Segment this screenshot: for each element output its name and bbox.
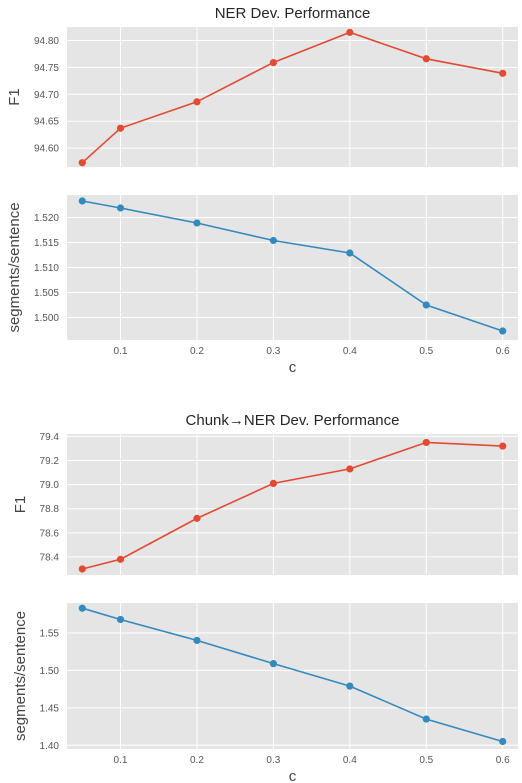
chart4-y-tick-label: 1.45 — [40, 703, 60, 714]
chart2-x-tick-label: 0.2 — [190, 346, 204, 357]
chart4-data-point — [193, 636, 201, 645]
chart4-data-point — [269, 660, 277, 668]
chart2-y-tick-label: 1.510 — [34, 263, 59, 274]
chart2-x-tick-label: 0.5 — [419, 346, 433, 357]
chart1-data-point — [422, 55, 430, 63]
chart2-data-point — [78, 197, 86, 205]
chart1-y-tick-label: 94.75 — [34, 63, 59, 74]
chart4-data-point — [116, 615, 125, 624]
chart3-y-tick-label: 78.6 — [40, 528, 60, 539]
chart1-data-point — [499, 69, 507, 77]
chart1-y-axis-label: F1 — [6, 88, 23, 106]
chart2-data-point — [499, 327, 507, 335]
chart4-data-point — [422, 715, 430, 723]
chart4-x-tick-label: 0.4 — [343, 755, 357, 766]
chart3-data-point — [269, 479, 277, 488]
chart2-x-tick-label: 0.3 — [266, 346, 280, 357]
chart1-data-point — [346, 28, 354, 36]
chart4-y-tick-label: 1.50 — [40, 666, 60, 677]
chart2-x-tick-label: 0.1 — [114, 346, 128, 357]
chart3-data-point — [499, 442, 507, 450]
chart1-y-tick-label: 94.60 — [34, 144, 59, 155]
chart2-x-tick-label: 0.6 — [496, 346, 510, 357]
chart3-y-tick-label: 79.0 — [40, 480, 60, 491]
chart3-y-tick-label: 79.2 — [40, 456, 60, 467]
chart1-data-point — [78, 159, 86, 167]
chart3-y-tick-label: 79.4 — [40, 432, 60, 443]
chart3-y-axis-label: F1 — [12, 496, 29, 514]
chart4-data-point — [346, 682, 354, 690]
chart3-data-point — [346, 465, 354, 473]
chart4-x-tick-label: 0.5 — [419, 755, 433, 766]
chart4-data-point — [499, 737, 507, 746]
chart2-data-point — [269, 236, 277, 245]
chart4-data-point — [78, 604, 86, 612]
chart1-data-point — [269, 58, 277, 67]
chart3-y-tick-label: 78.8 — [40, 504, 60, 515]
chart2-data-point — [346, 249, 354, 257]
chart3-plot-area — [67, 434, 518, 575]
chart2-data-point — [422, 301, 430, 309]
chart3-title: Chunk→NER Dev. Performance — [186, 412, 400, 429]
chart1-title: NER Dev. Performance — [215, 5, 371, 22]
chart4-y-tick-label: 1.55 — [40, 628, 60, 639]
chart4-x-tick-label: 0.6 — [496, 755, 510, 766]
chart4-x-tick-label: 0.1 — [114, 755, 128, 766]
chart2-data-point — [116, 204, 125, 212]
chart1-y-tick-label: 94.65 — [34, 117, 59, 128]
chart1-data-point — [193, 98, 201, 106]
chart3-y-tick-label: 78.4 — [40, 552, 60, 563]
chart4-plot-area — [67, 603, 518, 749]
chart4-x-axis-label: c — [289, 768, 297, 783]
chart2-y-tick-label: 1.515 — [34, 238, 59, 249]
chart2-x-tick-label: 0.4 — [343, 346, 357, 357]
chart1-y-tick-label: 94.70 — [34, 90, 59, 101]
chart2-y-tick-label: 1.520 — [34, 213, 59, 224]
chart3-data-point — [422, 438, 430, 447]
chart4-y-axis-label: segments/sentence — [12, 611, 29, 741]
chart3-data-point — [78, 565, 86, 573]
chart3-data-point — [193, 514, 201, 522]
chart4-x-tick-label: 0.2 — [190, 755, 204, 766]
chart2-data-point — [193, 219, 201, 227]
chart2-y-tick-label: 1.500 — [34, 313, 59, 324]
chart1-plot-area — [67, 27, 518, 167]
chart2-y-tick-label: 1.505 — [34, 288, 59, 299]
chart3-data-point — [116, 555, 125, 563]
chart4-x-tick-label: 0.3 — [266, 755, 280, 766]
chart2-y-axis-label: segments/sentence — [6, 202, 23, 332]
chart2-x-axis-label: c — [289, 359, 297, 376]
chart4-y-tick-label: 1.40 — [40, 741, 60, 752]
chart1-data-point — [116, 124, 125, 132]
chart1-y-tick-label: 94.80 — [34, 36, 59, 47]
